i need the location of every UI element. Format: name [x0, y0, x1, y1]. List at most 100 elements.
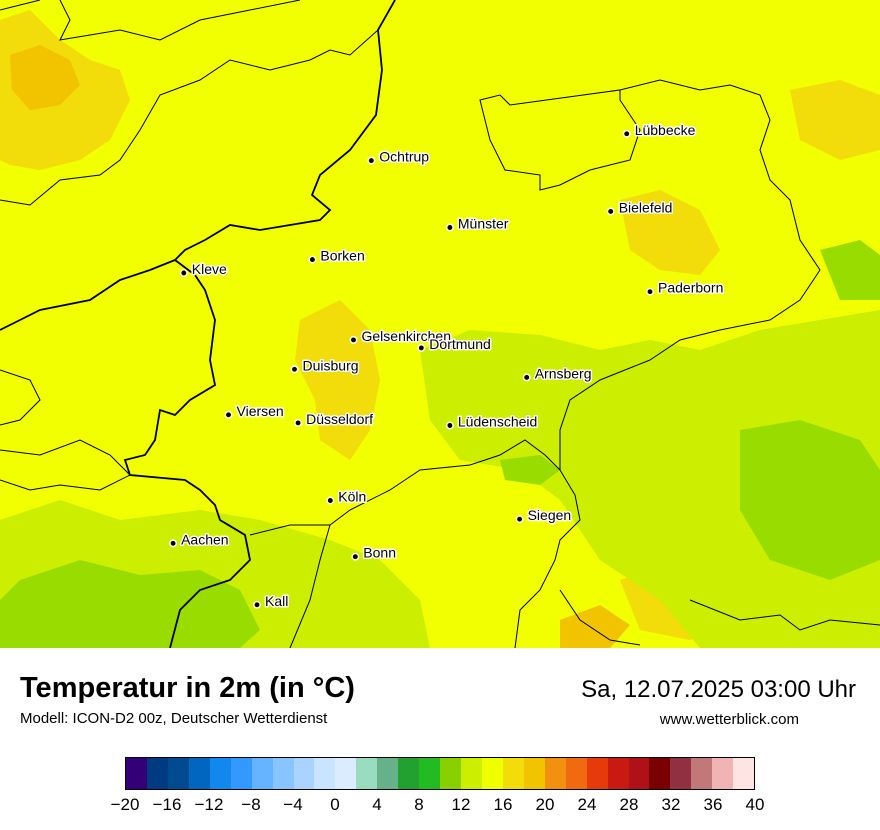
- city-label: Bielefeld: [619, 199, 673, 215]
- color-scale-tick-label: 28: [619, 795, 639, 814]
- color-scale-tick-label: 0: [330, 795, 340, 814]
- city-label: Lübbecke: [635, 122, 696, 138]
- color-scale-segment: [251, 758, 273, 789]
- color-scale-segment: [481, 758, 503, 789]
- color-scale-tick-label: 12: [451, 795, 471, 814]
- color-scale-ticks: −20 −16 −12 −8 −4 0 4 8 12 16 20 24 28 32 36 40: [0, 795, 880, 819]
- border-internal-6: [559, 589, 641, 646]
- valid-datetime: Sa, 12.07.2025 03:00 Uhr: [581, 676, 856, 703]
- color-scale-tick-label: −12: [194, 795, 224, 814]
- warmer-area-northwest: [10, 45, 80, 110]
- border-internal-1: [0, 0, 301, 41]
- city-label: Viersen: [237, 403, 284, 419]
- color-scale-segment: [314, 758, 336, 789]
- city-label: Kleve: [192, 261, 227, 277]
- color-scale-tick-label: −4: [283, 795, 303, 814]
- warm-area-paderborn: [620, 190, 720, 275]
- map-svg: Lübbecke Ochtrup Bielefeld Münster Borken Kle…: [0, 0, 880, 648]
- city-marker: [169, 539, 178, 548]
- city-label: Siegen: [528, 507, 572, 523]
- border-internal-5: [289, 524, 331, 648]
- city-marker: [367, 156, 376, 165]
- color-scale-segment: [586, 758, 608, 789]
- border-rlp: [249, 439, 561, 536]
- city-label: Arnsberg: [535, 365, 592, 381]
- city-marker: [224, 410, 233, 419]
- color-scale-segment: [670, 758, 692, 789]
- city-marker: [351, 552, 360, 561]
- city-label: Münster: [458, 216, 509, 232]
- map-subtitle: Modell: ICON-D2 00z, Deutscher Wetterdie…: [20, 710, 328, 727]
- map-title: Temperatur in 2m (in °C): [20, 672, 355, 704]
- color-scale-segment: [398, 758, 420, 789]
- color-scale-segment: [440, 758, 461, 789]
- city-marker: [179, 269, 188, 277]
- cool-area-sauerland: [420, 310, 880, 648]
- color-scale-segment: [377, 758, 399, 789]
- border-belgium: [0, 439, 131, 491]
- border-nl-de: [0, 259, 176, 331]
- website-link[interactable]: www.wetterblick.com: [659, 711, 799, 728]
- color-scale-segment: [649, 758, 671, 789]
- city-label: Borken: [320, 248, 364, 264]
- cooler-area-east: [820, 240, 880, 300]
- city-label: Köln: [338, 489, 366, 505]
- city-marker: [445, 223, 454, 232]
- color-scale-segment: [335, 758, 357, 789]
- city-marker: [290, 365, 299, 374]
- color-scale-tick-label: −8: [241, 795, 261, 814]
- cooler-area-lahn: [500, 455, 560, 485]
- city-label: Lüdenscheid: [458, 414, 537, 430]
- city-label: Ochtrup: [379, 149, 429, 165]
- color-scale-tick-label: −16: [152, 795, 182, 814]
- city-marker: [515, 515, 524, 524]
- color-scale-tick-label: 8: [414, 795, 424, 814]
- cooler-area-siegerland: [740, 420, 880, 580]
- color-scale-tick-label: −20: [110, 795, 140, 814]
- city-label: Düsseldorf: [306, 411, 373, 427]
- city-label: Bonn: [363, 545, 396, 561]
- border-hesse: [514, 359, 651, 648]
- city-label: Aachen: [181, 531, 228, 547]
- color-scale-segment: [691, 758, 713, 789]
- city-marker: [253, 600, 261, 609]
- border-internal-3: [0, 369, 41, 426]
- city-markers: Lübbecke Ochtrup Bielefeld Münster Borken Kle…: [169, 120, 725, 610]
- city-label: Paderborn: [658, 280, 723, 296]
- color-scale-segment: [733, 758, 755, 789]
- color-scale-segment: [293, 758, 315, 789]
- color-scale-segment: [209, 758, 231, 789]
- city-marker: [445, 421, 454, 430]
- city-label: Duisburg: [303, 357, 359, 373]
- city-marker: [622, 129, 631, 138]
- color-scale-segment: [419, 758, 441, 789]
- city-marker: [417, 343, 426, 352]
- color-scale-segment: [230, 758, 252, 789]
- color-scale-tick-label: 40: [745, 795, 765, 814]
- city-marker: [522, 373, 531, 382]
- city-marker: [326, 496, 335, 505]
- cooler-area-eifel: [0, 560, 260, 648]
- city-label: Gelsenkirchen: [362, 328, 452, 344]
- color-scale-tick-label: 4: [372, 795, 382, 814]
- border-nrw-west: [123, 0, 396, 648]
- color-scale-tick-label: 24: [577, 795, 597, 814]
- color-scale-segment: [461, 758, 482, 789]
- city-label: Dortmund: [429, 336, 490, 352]
- color-scale-segment: [126, 758, 147, 789]
- color-scale-segment: [272, 758, 294, 789]
- color-scale-segment: [544, 758, 566, 789]
- color-scale-segment: [502, 758, 524, 789]
- border-nrw-east: [479, 89, 641, 191]
- color-scale-segment: [356, 758, 378, 789]
- city-label: Kall: [265, 593, 288, 609]
- city-marker: [606, 207, 615, 216]
- border-internal-2: [0, 29, 379, 206]
- color-scale-segment: [712, 758, 734, 789]
- border-lower-saxony: [619, 79, 821, 361]
- color-scale-tick-label: 20: [535, 795, 555, 814]
- color-scale-segment: [146, 758, 168, 789]
- city-marker: [294, 418, 303, 427]
- color-scale-tick-label: 16: [493, 795, 513, 814]
- warm-area-rhine: [295, 300, 380, 460]
